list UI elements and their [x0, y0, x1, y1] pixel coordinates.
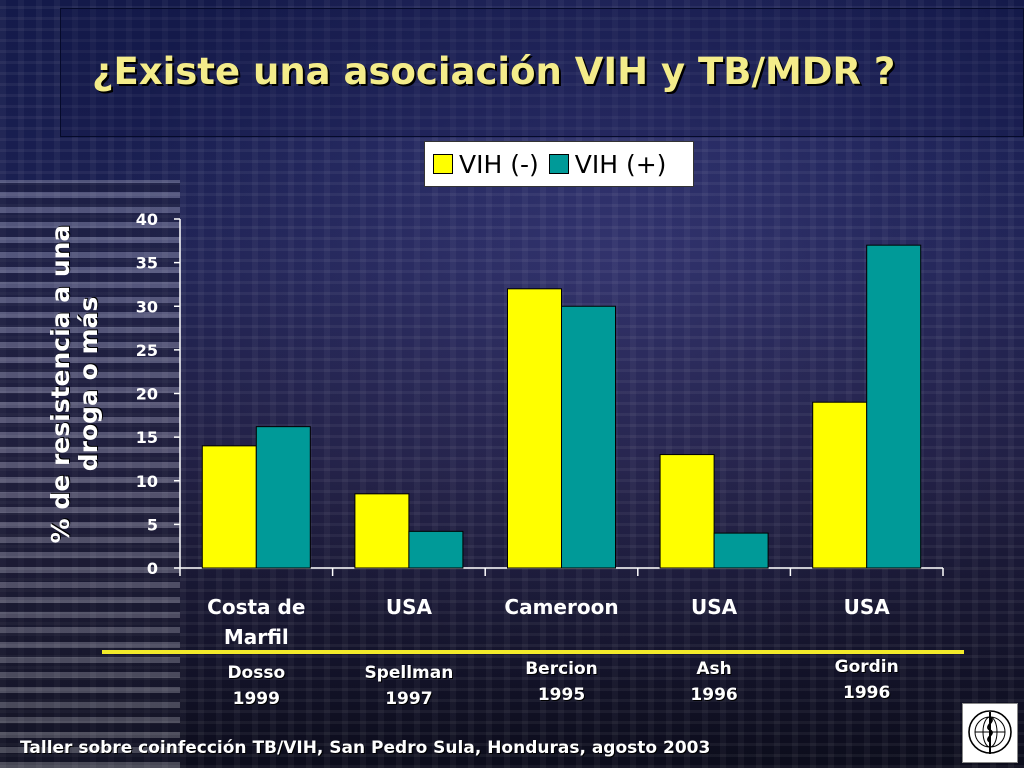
legend-swatch-series-1 — [433, 154, 453, 174]
bar-vih-pos — [408, 530, 464, 569]
x-category-label: Costa de — [207, 595, 305, 619]
y-tick-label: 0 — [147, 559, 158, 578]
bar-vih-neg — [659, 454, 715, 569]
study-year: 1995 — [537, 685, 586, 705]
x-category-label: USA — [386, 595, 433, 619]
y-tick-label: 25 — [136, 341, 158, 360]
bar-vih-pos — [866, 244, 922, 569]
legend-item-series-1: VIH (-) — [433, 150, 539, 179]
study-author: Bercion — [525, 659, 598, 679]
study-author: Spellman — [364, 663, 454, 683]
y-tick-label: 10 — [136, 472, 158, 491]
bar-vih-neg — [507, 288, 562, 569]
y-axis-label-line-1: % de resistencia a una — [46, 224, 75, 544]
x-category-label: Marfil — [224, 625, 289, 649]
x-category-label: USA — [844, 595, 891, 619]
who-emblem-icon — [962, 703, 1018, 763]
study-source: Dosso 1999 — [196, 660, 316, 712]
y-tick-label: 15 — [136, 428, 158, 447]
bar-vih-neg — [354, 493, 410, 569]
bar-vih-neg — [812, 401, 868, 569]
y-tick-label: 20 — [136, 385, 158, 404]
bar-vih-pos — [561, 305, 616, 569]
legend-swatch-series-2 — [548, 154, 569, 174]
study-source: Gordin 1996 — [807, 654, 927, 706]
y-tick-label: 5 — [147, 515, 158, 534]
legend-item-series-2: VIH (+) — [548, 149, 667, 179]
y-axis-label: % de resistencia a una droga o más — [46, 184, 103, 584]
legend-label-series-2: VIH (+) — [574, 149, 667, 179]
bar-vih-pos — [713, 532, 769, 569]
chart-legend: VIH (-) VIH (+) — [424, 141, 694, 187]
bar-vih-pos — [255, 426, 311, 569]
y-tick-label: 40 — [136, 210, 158, 229]
category-underline — [102, 650, 964, 654]
y-tick-label: 35 — [136, 254, 158, 273]
footer-text: Taller sobre coinfección TB/VIH, San Ped… — [20, 738, 711, 758]
legend-label-series-1: VIH (-) — [459, 149, 539, 179]
study-source: Bercion 1995 — [502, 656, 622, 708]
slide-title: ¿Existe una asociación VIH y TB/MDR ? — [92, 50, 896, 93]
y-tick-label: 30 — [136, 297, 158, 316]
x-category-label: USA — [691, 595, 738, 619]
study-source: Spellman 1997 — [349, 660, 469, 712]
study-year: 1997 — [385, 689, 433, 709]
x-category-label: Cameroon — [504, 595, 618, 619]
bar-vih-neg — [201, 445, 257, 569]
study-year: 1996 — [843, 683, 891, 703]
building-background — [0, 180, 180, 768]
study-year: 1996 — [690, 685, 738, 705]
study-author: Gordin — [834, 657, 899, 677]
title-box — [60, 8, 1024, 137]
study-author: Dosso — [227, 663, 286, 683]
study-author: Ash — [696, 659, 732, 679]
y-axis-label-line-2: droga o más — [74, 296, 103, 472]
study-year: 1999 — [232, 689, 280, 709]
study-source: Ash 1996 — [654, 656, 774, 708]
